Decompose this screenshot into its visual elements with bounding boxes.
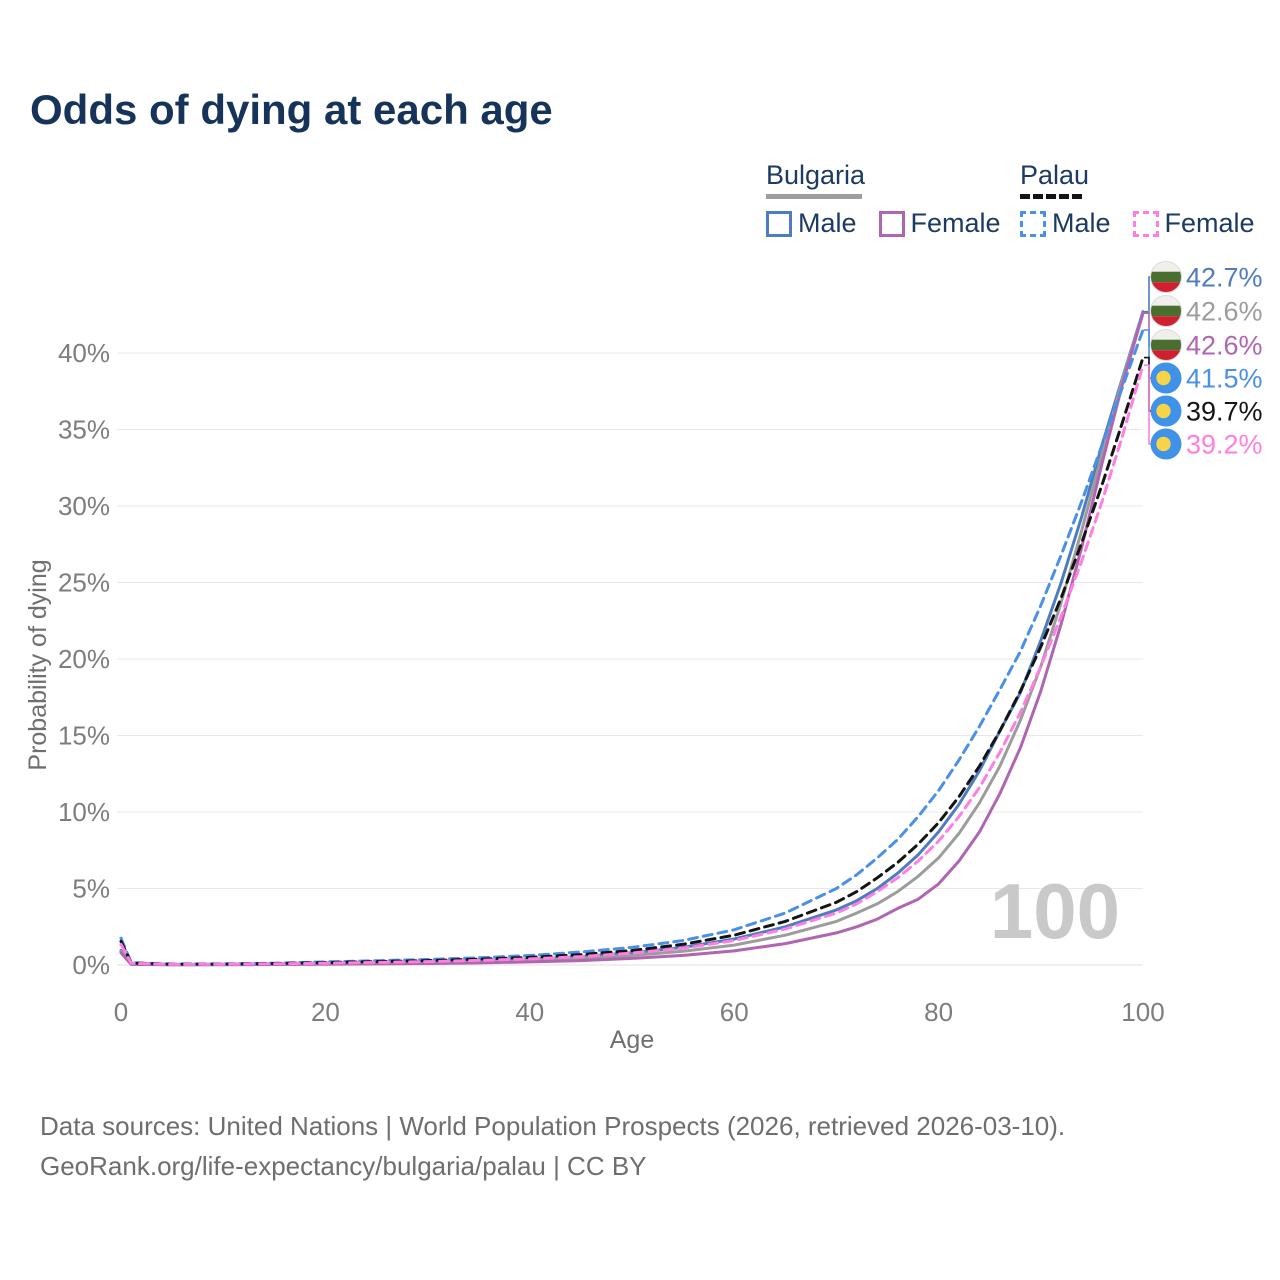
palau-flag-icon: [1150, 395, 1182, 427]
dashed-line-swatch-icon: [1020, 210, 1046, 237]
end-value-palau-female: 39.2%: [1186, 430, 1263, 460]
end-value-bulgaria-female: 42.6%: [1186, 331, 1263, 361]
y-tick-label: 25%: [58, 568, 110, 598]
bulgaria-flag-icon: [1150, 295, 1182, 327]
x-tick-label: 0: [114, 997, 128, 1027]
legend-country-palau[interactable]: Palau: [1020, 160, 1090, 190]
legend-item-label: Male: [1052, 208, 1111, 238]
dashed-line-swatch-icon: [1132, 210, 1159, 237]
end-value-bulgaria-both: 42.6%: [1186, 297, 1263, 327]
palau-flag-icon: [1150, 362, 1182, 394]
legend-underline-dashed: [1020, 194, 1082, 199]
end-value-palau-both: 39.7%: [1186, 397, 1263, 427]
x-axis-title: Age: [610, 1026, 654, 1054]
hovered-age-watermark: 100: [990, 867, 1120, 955]
end-labels: 42.7%42.6%42.6%41.5%39.7%39.2%: [1144, 261, 1263, 460]
bulgaria-flag-icon: [1150, 261, 1182, 293]
palau-flag-icon: [1150, 428, 1182, 460]
legend-item-label: Female: [1164, 208, 1255, 238]
data-source-line2: GeoRank.org/life-expectancy/bulgaria/pal…: [40, 1151, 647, 1181]
end-value-bulgaria-male: 42.7%: [1186, 263, 1263, 293]
y-tick-label: 5%: [72, 874, 110, 904]
y-tick-label: 15%: [58, 721, 110, 751]
legend-item-label: Female: [910, 208, 1001, 238]
legend-item-bulgaria-male[interactable]: Male: [766, 208, 857, 239]
legend-group-bulgaria: Bulgaria Male Female: [766, 160, 1023, 239]
y-tick-label: 35%: [58, 415, 110, 445]
legend-item-palau-female[interactable]: Female: [1132, 208, 1255, 239]
legend-country-bulgaria[interactable]: Bulgaria: [766, 160, 866, 190]
y-tick-label: 30%: [58, 491, 110, 521]
series-line-palau-female[interactable]: [119, 363, 1145, 966]
page-title: Odds of dying at each age: [30, 86, 553, 133]
solid-line-swatch-icon: [878, 210, 905, 237]
x-tick-label: 80: [924, 997, 953, 1027]
legend-item-palau-male[interactable]: Male: [1020, 208, 1111, 239]
x-tick-label: 40: [515, 997, 544, 1027]
legend-underline-solid: [766, 194, 862, 199]
data-source-line1: Data sources: United Nations | World Pop…: [40, 1111, 1066, 1141]
solid-line-swatch-icon: [766, 210, 792, 237]
end-value-palau-male: 41.5%: [1186, 364, 1263, 394]
legend-group-palau: Palau Male Female: [1020, 160, 1277, 239]
legend-item-label: Male: [798, 208, 857, 238]
axis-ticks: 0% 5% 10% 15% 20% 25% 30% 35% 40% 0 20 40 60 80 100: [58, 338, 1165, 1027]
bulgaria-flag-icon: [1150, 329, 1182, 361]
x-tick-label: 20: [311, 997, 340, 1027]
data-source-note: Data sources: United Nations | World Pop…: [40, 1106, 1065, 1186]
y-tick-label: 10%: [58, 797, 110, 827]
y-tick-label: 0%: [72, 950, 110, 980]
y-axis-title: Probability of dying: [24, 559, 52, 770]
y-tick-label: 40%: [58, 338, 110, 368]
x-tick-label: 60: [720, 997, 749, 1027]
series-line-palau-male[interactable]: [119, 328, 1145, 966]
series-lines: [119, 310, 1145, 967]
legend-item-bulgaria-female[interactable]: Female: [878, 208, 1001, 239]
y-tick-label: 20%: [58, 644, 110, 674]
x-tick-label: 100: [1121, 997, 1164, 1027]
